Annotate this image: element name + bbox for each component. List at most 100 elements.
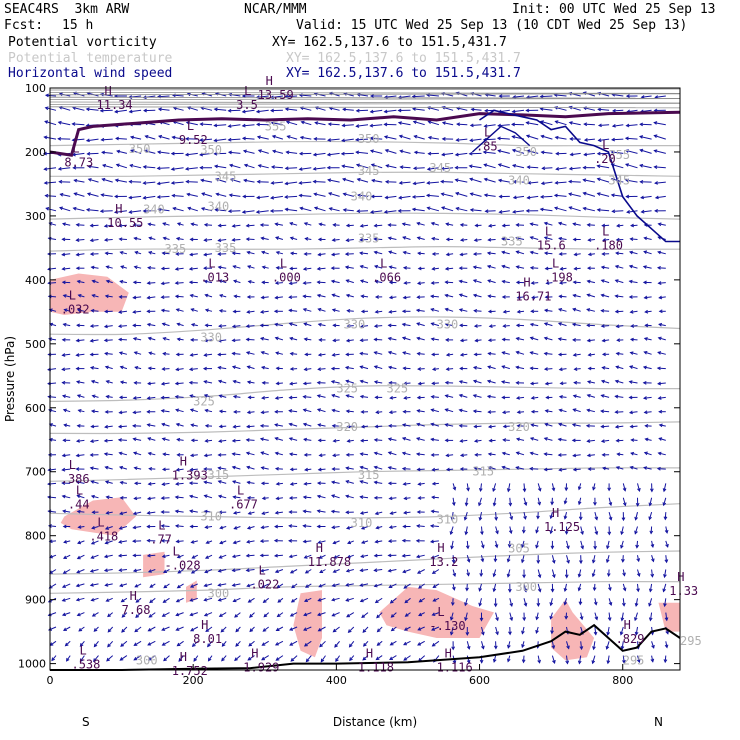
wind-vector-shaft <box>404 382 411 385</box>
wind-vector-head <box>444 394 449 398</box>
wind-vector-head <box>594 616 599 621</box>
wind-vector-head <box>458 393 463 398</box>
wind-vector-shaft <box>527 166 539 169</box>
wind-vector-shaft <box>246 338 255 341</box>
wind-vector-shaft <box>93 655 99 662</box>
wind-vector-shaft <box>516 237 525 240</box>
wind-vector-shaft <box>432 569 440 574</box>
wind-vector-shaft <box>91 495 99 499</box>
wind-vector-shaft <box>119 310 127 313</box>
wind-vector-shaft <box>616 366 624 370</box>
wind-vector-shaft <box>248 640 255 647</box>
wind-vector-shaft <box>177 554 184 558</box>
field-pv-xy: XY= 162.5,137.6 to 151.5,431.7 <box>272 35 507 50</box>
wind-vector-shaft <box>587 439 595 442</box>
wind-vector-head <box>430 437 435 442</box>
wind-vector-head <box>189 237 194 242</box>
wind-vector-head <box>526 165 531 170</box>
wind-vector-shaft <box>635 511 638 520</box>
wind-vector-head <box>132 280 137 285</box>
wind-vector-head <box>346 308 351 313</box>
wind-vector-shaft <box>244 164 255 169</box>
wind-vector-head <box>147 336 152 341</box>
wind-vector-head <box>121 613 126 618</box>
wind-vector-head <box>657 396 662 400</box>
wind-vector-shaft <box>502 265 510 269</box>
wind-vector-head <box>313 192 318 197</box>
wind-vector-head <box>492 502 497 507</box>
wind-vector-head <box>648 516 652 521</box>
wind-vector-shaft <box>62 368 71 370</box>
wind-vector-head <box>430 555 435 559</box>
wind-vector-head <box>501 410 506 415</box>
wind-vector-shaft <box>488 224 496 227</box>
wind-vector-shaft <box>568 193 581 197</box>
wind-vector-shaft <box>473 366 482 370</box>
wind-vector-head <box>553 193 558 198</box>
wind-vector-head <box>345 452 350 457</box>
wind-vector-head <box>635 544 640 549</box>
wind-vector-shaft <box>58 121 71 126</box>
wind-vector-shaft <box>416 309 425 312</box>
wind-vector-shaft <box>261 251 269 255</box>
wind-vector-head <box>473 466 478 471</box>
wind-vector-shaft <box>49 554 57 558</box>
wind-vector-shaft <box>413 167 425 169</box>
wind-vector-head <box>61 612 66 617</box>
wind-vector-head <box>275 627 280 631</box>
wind-vector-head <box>360 526 365 530</box>
wind-vector-shaft <box>331 394 340 398</box>
wind-vector-head <box>628 279 633 284</box>
wind-vector-shaft <box>242 124 255 127</box>
wind-vector-head <box>72 206 77 211</box>
wind-vector-head <box>44 193 49 198</box>
wind-vector-shaft <box>289 437 298 441</box>
wind-vector-head <box>515 323 520 328</box>
wind-vector-head <box>416 295 421 300</box>
wind-vector-head <box>373 380 378 384</box>
wind-vector-shaft <box>161 309 170 312</box>
wind-vector-head <box>105 598 110 602</box>
wind-vector-head <box>601 338 606 343</box>
wind-vector-shaft <box>403 482 411 485</box>
wind-vector-head <box>469 177 474 182</box>
wind-vector-shaft <box>616 252 624 255</box>
wind-vector-shaft <box>441 167 454 170</box>
wind-vector-shaft <box>176 368 184 371</box>
wind-vector-head <box>498 194 503 199</box>
wind-vector-head <box>383 122 388 127</box>
wind-vector-shaft <box>573 294 581 298</box>
wind-vector-shaft <box>639 136 652 140</box>
wind-vector-shaft <box>498 179 510 183</box>
wind-vector-shaft <box>612 210 624 212</box>
wind-vector-shaft <box>388 337 397 341</box>
wind-vector-head <box>360 554 365 558</box>
wind-vector-head <box>515 236 520 241</box>
wind-vector-shaft <box>214 138 227 142</box>
wind-vector-head <box>245 223 250 228</box>
wind-vector-head <box>369 136 374 141</box>
wind-vector-head <box>653 149 658 153</box>
wind-vector-shaft <box>488 453 496 456</box>
wind-vector-shaft <box>427 167 439 170</box>
wind-vector-head <box>132 511 137 516</box>
wind-vector-shaft <box>258 149 269 154</box>
wind-vector-shaft <box>318 253 326 256</box>
wind-vector-shaft <box>550 526 553 534</box>
wind-vector-shaft <box>247 265 255 269</box>
wind-vector-head <box>90 265 95 270</box>
wind-vector-shaft <box>120 251 128 255</box>
wind-vector-shaft <box>204 239 213 241</box>
wind-vector-head <box>648 602 652 607</box>
wind-vector-shaft <box>120 280 127 284</box>
wind-vector-head <box>541 166 546 171</box>
wind-vector-shaft <box>427 181 439 184</box>
wind-vector-head <box>160 281 165 286</box>
wind-vector-shaft <box>289 525 298 527</box>
wind-vector-shaft <box>72 107 85 111</box>
wind-vector-head <box>511 122 516 127</box>
wind-vector-head <box>174 381 179 386</box>
wind-vector-head <box>578 516 583 521</box>
wind-vector-head <box>327 122 332 127</box>
wind-vector-head <box>330 266 335 271</box>
